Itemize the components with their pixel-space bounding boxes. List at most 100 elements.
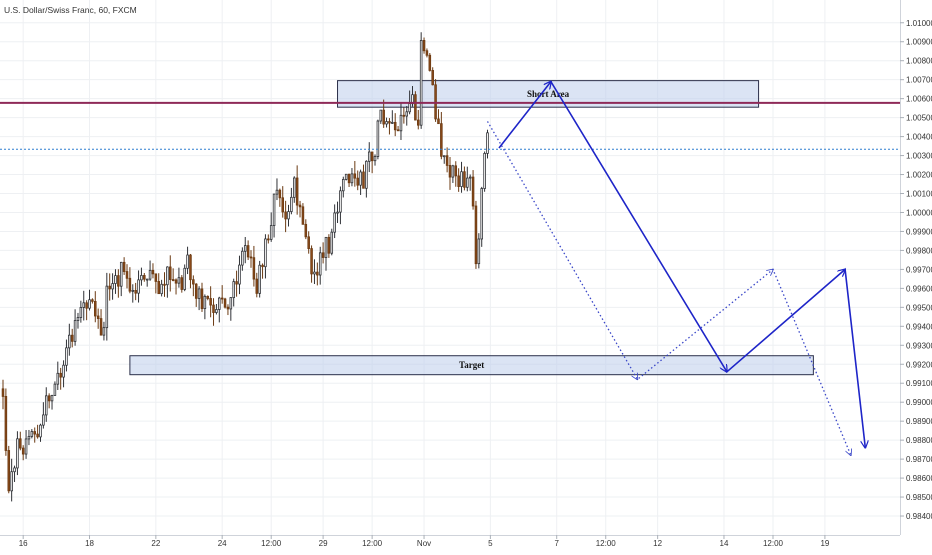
candle-body	[71, 335, 73, 341]
candle-body	[22, 448, 24, 454]
x-tick-label: 14	[720, 539, 729, 548]
candle-body	[458, 176, 460, 187]
candle-body	[340, 191, 342, 212]
projection-paths	[488, 82, 866, 456]
y-tick-label: 1.00600	[906, 95, 932, 104]
candle-body	[195, 284, 197, 298]
candle-body	[386, 121, 388, 124]
candle-body	[420, 40, 422, 125]
candle-body	[464, 172, 466, 188]
candle-body	[216, 309, 218, 312]
candle-body	[397, 130, 399, 131]
candle-body	[377, 121, 379, 156]
zone-label: Target	[459, 360, 484, 370]
candle-body	[94, 301, 96, 316]
candle-body	[334, 213, 336, 232]
candle-body	[25, 439, 27, 454]
candle-body	[285, 212, 287, 219]
candle-body	[438, 119, 440, 124]
candle-body	[383, 110, 385, 124]
x-tick-label: 12:00	[596, 539, 617, 548]
candle-body	[466, 178, 468, 187]
candle-body	[14, 468, 16, 472]
x-tick-label: 24	[218, 539, 227, 548]
candle-body	[472, 177, 474, 206]
candle-body	[308, 237, 310, 249]
candle-body	[391, 122, 393, 123]
x-tick-label: 16	[19, 539, 28, 548]
candle-body	[155, 274, 157, 282]
candle-body	[247, 246, 249, 257]
candle-body	[132, 290, 134, 291]
candle-body	[288, 212, 290, 219]
candle-body	[415, 95, 417, 120]
candle-body	[152, 270, 154, 274]
candle-body	[366, 161, 368, 188]
candle-body	[89, 300, 91, 308]
candle-body	[31, 432, 33, 437]
candle-body	[429, 55, 431, 70]
candle-body	[115, 276, 117, 284]
candle-body	[250, 257, 252, 258]
candle-body	[184, 268, 186, 289]
candle-body	[57, 373, 59, 384]
candle-body	[342, 179, 344, 190]
candle-body	[5, 396, 7, 450]
candle-body	[54, 384, 56, 395]
candle-body	[129, 278, 131, 291]
candle-body	[394, 122, 396, 129]
candle-body	[167, 267, 169, 285]
candle-body	[120, 262, 122, 286]
candle-body	[100, 319, 102, 336]
candle-body	[374, 156, 376, 160]
candle-body	[51, 395, 53, 400]
candle-body	[112, 284, 114, 289]
candle-body	[92, 300, 94, 302]
y-tick-label: 1.00700	[906, 76, 932, 85]
candle-body	[80, 307, 82, 317]
candle-body	[204, 296, 206, 308]
candle-body	[475, 206, 477, 264]
candle-body	[325, 237, 327, 257]
y-tick-label: 1.01000	[906, 19, 932, 28]
candle-body	[34, 432, 36, 435]
candle-body	[11, 472, 13, 491]
x-tick-label: 22	[151, 539, 160, 548]
candle-body	[236, 282, 238, 284]
x-tick-label: 29	[319, 539, 328, 548]
candle-body	[161, 284, 163, 293]
candle-body	[224, 299, 226, 307]
candle-body	[481, 189, 483, 239]
candle-body	[256, 279, 258, 293]
candle-body	[406, 112, 408, 116]
candle-body	[351, 174, 353, 183]
candle-body	[172, 280, 174, 281]
x-tick-label: 18	[85, 539, 94, 548]
candle-body	[316, 272, 318, 275]
candle-body	[423, 40, 425, 50]
candle-body	[146, 279, 148, 280]
candle-body	[273, 194, 275, 225]
candle-body	[17, 439, 19, 468]
candle-body	[126, 272, 128, 279]
candle-body	[443, 156, 445, 157]
candle-body	[244, 246, 246, 252]
x-tick-label: 7	[554, 539, 559, 548]
candle-body	[296, 178, 298, 205]
candle-body	[282, 198, 284, 212]
candle-body	[48, 396, 50, 401]
candle-body	[331, 232, 333, 253]
candle-body	[293, 178, 295, 197]
candle-body	[37, 434, 39, 437]
candle-body	[68, 335, 70, 348]
candle-body	[8, 450, 10, 490]
